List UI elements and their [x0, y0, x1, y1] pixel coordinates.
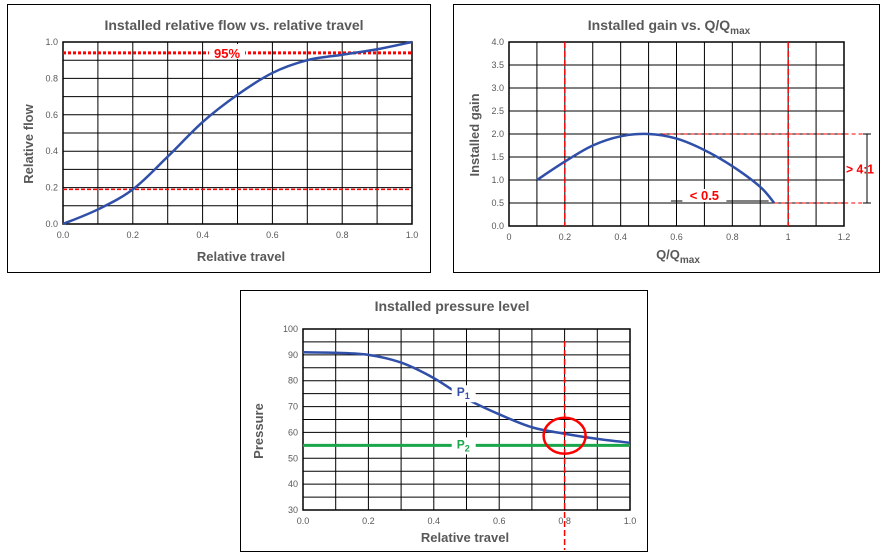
p1-series-label: P1: [457, 385, 470, 401]
y-tick-label: 2.0: [491, 129, 504, 139]
x-axis-label: Relative travel: [421, 530, 509, 545]
p2-label-main: P: [457, 437, 465, 451]
y-tick-label: 0.0: [45, 219, 58, 229]
x-axis-label-main: Q/Q: [656, 247, 680, 262]
y-tick-label: 1.0: [491, 175, 504, 185]
y-axis-label: Relative flow: [21, 103, 36, 183]
relative-flow-chart: Installed relative flow vs. relative tra…: [21, 17, 418, 264]
pressure-level-chart: Installed pressure level 0.00.20.40.60.8…: [251, 298, 637, 550]
tick-labels: 0 0.2 0.4 0.6 0.8 1 1.2 0.0 0.5 1.0 1.5 2.0 2.5 3.0 3.…: [491, 37, 850, 242]
operating-point-circle: [542, 416, 587, 455]
y-tick-label: 30: [288, 505, 298, 515]
annotation-background: [209, 43, 246, 59]
p1-label-subscript: 1: [465, 391, 470, 401]
x-tick-label: 0.8: [726, 232, 739, 242]
y-tick-label: 0.6: [45, 110, 58, 120]
p2-label-subscript: 2: [465, 443, 470, 453]
tick-labels: 0.0 0.2 0.4 0.6 0.8 1.0 0.0 0.2 0.4 0.6 0.8 1.0: [45, 37, 418, 240]
annotation-less-than-half: < 0.5: [690, 188, 719, 203]
x-tick-label: 0: [506, 232, 511, 242]
p2-label-background: [451, 437, 476, 455]
x-tick-label: 0.0: [57, 230, 70, 240]
x-tick-label: 0.2: [362, 516, 375, 526]
y-tick-label: 100: [283, 324, 298, 334]
x-axis-label: Relative travel: [197, 249, 285, 264]
chart-title-main: Installed gain vs. Q/Q: [588, 17, 730, 33]
plot-grid: [62, 41, 413, 225]
y-tick-label: 70: [288, 402, 298, 412]
gain-curve: [536, 132, 776, 204]
chart-title: Installed pressure level: [375, 298, 530, 314]
x-tick-label: 1.2: [838, 232, 851, 242]
x-tick-label: 1.0: [406, 230, 419, 240]
x-axis-label-subscript: max: [680, 255, 700, 266]
x-tick-label: 0.0: [297, 516, 310, 526]
annotation-ratio: > 4:1: [846, 162, 874, 177]
x-tick-label: 0.2: [559, 232, 572, 242]
plot-grid: [302, 328, 631, 511]
y-tick-label: 0.5: [491, 198, 504, 208]
chart-title: Installed gain vs. Q/Qmax: [588, 17, 751, 37]
y-tick-label: 40: [288, 479, 298, 489]
x-tick-label: 0.4: [428, 516, 441, 526]
x-tick-label: 1: [786, 232, 791, 242]
chart-title: Installed relative flow vs. relative tra…: [104, 17, 363, 33]
y-tick-label: 1.0: [45, 37, 58, 47]
x-tick-label: 0.8: [336, 230, 349, 240]
relative-flow-chart-panel: Installed relative flow vs. relative tra…: [7, 4, 431, 273]
installed-gain-chart-panel: Installed gain vs. Q/Qmax 0 0.2 0.4 0.6 0.8 1…: [453, 4, 880, 273]
y-tick-label: 90: [288, 350, 298, 360]
x-axis-label: Q/Qmax: [656, 247, 700, 266]
pressure-level-chart-panel: Installed pressure level 0.00.20.40.60.8…: [240, 290, 648, 552]
y-tick-label: 0.2: [45, 183, 58, 193]
x-tick-label: 0.6: [493, 516, 506, 526]
flow-curve: [62, 40, 413, 226]
y-tick-label: 80: [288, 376, 298, 386]
y-tick-label: 3.5: [491, 60, 504, 70]
y-tick-label: 4.0: [491, 37, 504, 47]
y-tick-label: 0.0: [491, 221, 504, 231]
y-tick-label: 50: [288, 453, 298, 463]
x-tick-label: 0.4: [614, 232, 627, 242]
p1-label-background: [451, 385, 476, 403]
installed-gain-chart: Installed gain vs. Q/Qmax 0 0.2 0.4 0.6 0.8 1…: [467, 17, 874, 266]
x-tick-label: 0.6: [266, 230, 279, 240]
x-tick-label: 0.6: [670, 232, 683, 242]
x-tick-label: 0.4: [196, 230, 209, 240]
p2-series-label: P2: [457, 437, 470, 453]
y-axis-label: Installed gain: [467, 93, 482, 176]
y-tick-label: 60: [288, 427, 298, 437]
y-tick-label: 0.8: [45, 73, 58, 83]
plot-border: [508, 41, 845, 227]
chart-title-subscript: max: [730, 26, 750, 37]
plot-border: [302, 328, 631, 511]
x-tick-label: 0.2: [127, 230, 140, 240]
p1-label-main: P: [457, 385, 465, 399]
x-tick-label: 1.0: [624, 516, 637, 526]
plot-grid: [508, 41, 845, 227]
annotation-background: [682, 189, 727, 202]
annotation-95-percent: 95%: [214, 46, 240, 61]
y-axis-label: Pressure: [251, 403, 266, 459]
y-tick-label: 3.0: [491, 83, 504, 93]
plot-border: [62, 41, 413, 225]
y-tick-label: 0.4: [45, 146, 58, 156]
y-tick-label: 1.5: [491, 152, 504, 162]
y-tick-label: 2.5: [491, 106, 504, 116]
